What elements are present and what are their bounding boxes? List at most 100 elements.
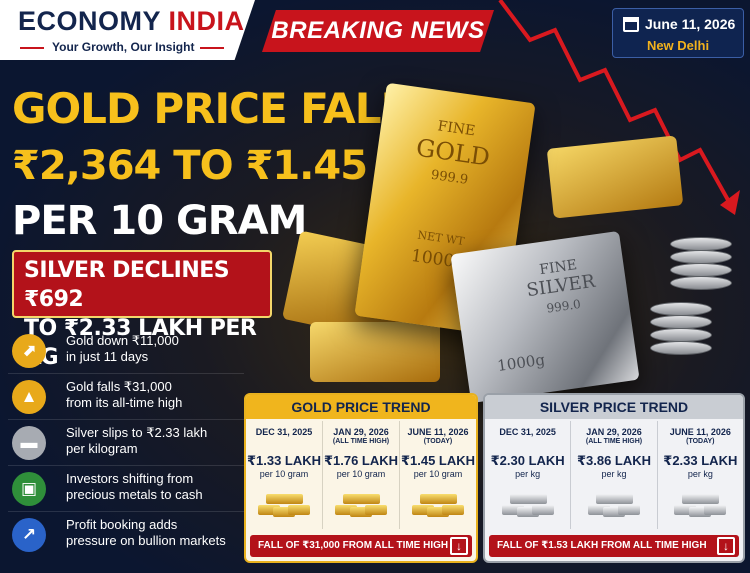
coin-stack-icon <box>650 315 712 329</box>
gold-ingots-icon <box>258 487 310 519</box>
point-line-1: Gold down ₹11,000 <box>66 333 179 348</box>
headline-line-1: GOLD PRICE FALLS <box>12 84 436 133</box>
point-text: Gold down ₹11,000 in just 11 days <box>66 333 179 365</box>
column-date: DEC 31, 2025 <box>255 427 313 437</box>
brand-name-first: ECONOMY <box>18 6 169 36</box>
key-points-list: ⬈ Gold down ₹11,000 in just 11 days ▲ Gol… <box>8 328 244 558</box>
point-line-1: Investors shifting from <box>66 471 194 486</box>
trend-column: DEC 31, 2025 ₹2.30 LAKH per kg <box>485 421 572 529</box>
column-unit: per kg <box>687 469 713 479</box>
column-unit: per 10 gram <box>336 469 386 479</box>
column-price: ₹1.76 LAKH <box>323 453 399 468</box>
point-line-1: Profit booking adds <box>66 517 178 532</box>
column-date: JAN 29, 2026 <box>333 427 389 437</box>
gold-fall-text: FALL OF ₹31,000 FROM ALL TIME HIGH <box>258 540 449 551</box>
silver-headline-line-1: SILVER DECLINES ₹692 <box>24 258 230 312</box>
trend-column: JUNE 11, 2026 (TODAY) ₹1.45 LAKH per 10 … <box>400 421 476 529</box>
silver-fall-banner: FALL OF ₹1.53 LAKH FROM ALL TIME HIGH ↓ <box>489 535 739 557</box>
column-note: (ALL TIME HIGH) <box>585 438 643 445</box>
mountain-peak-icon: ▲ <box>12 380 46 414</box>
gold-ingots-icon <box>412 487 464 519</box>
cash-icon: ▣ <box>12 472 46 506</box>
calendar-icon <box>623 17 639 32</box>
silver-ingots-icon <box>501 487 554 519</box>
column-date: JUNE 11, 2026 <box>407 427 469 437</box>
gold-price-trend-panel: GOLD PRICE TREND DEC 31, 2025 ₹1.33 LAKH… <box>244 393 478 563</box>
brand-name-second: INDIA <box>168 6 245 36</box>
chart-up-icon: ⬈ <box>12 334 46 368</box>
column-note: (TODAY) <box>686 438 715 445</box>
point-text: Profit booking adds pressure on bullion m… <box>66 517 226 549</box>
silver-price-trend-panel: SILVER PRICE TREND DEC 31, 2025 ₹2.30 LA… <box>483 393 745 563</box>
trend-column: JAN 29, 2026 (ALL TIME HIGH) ₹3.86 LAKH … <box>571 421 658 529</box>
gold-bar-image <box>310 322 440 382</box>
declining-trend-line-icon <box>498 0 740 215</box>
point-text: Gold falls ₹31,000 from its all-time high <box>66 379 182 411</box>
column-price: ₹2.30 LAKH <box>490 453 565 468</box>
point-line-1: Gold falls ₹31,000 <box>66 379 172 394</box>
column-note: (TODAY) <box>423 438 453 445</box>
coin-stack-icon <box>670 250 732 264</box>
brand-banner: ECONOMY INDIA Your Growth, Our Insight <box>0 0 255 60</box>
column-unit: per 10 gram <box>259 469 309 479</box>
point-line-2: per kilogram <box>66 441 138 456</box>
bullion-illustration: FINE GOLD 999.9 NET WT 1000g FINE SILVER… <box>250 62 750 404</box>
point-line-2: in just 11 days <box>66 349 149 364</box>
coin-stack-icon <box>670 263 732 277</box>
point-text: Silver slips to ₹2.33 lakh per kilogram <box>66 425 207 457</box>
gold-trend-columns: DEC 31, 2025 ₹1.33 LAKH per 10 gram JAN … <box>246 421 476 529</box>
silver-trend-title: SILVER PRICE TREND <box>485 395 743 419</box>
point-line-2: pressure on bullion markets <box>66 533 226 548</box>
list-item: ▬ Silver slips to ₹2.33 lakh per kilogram <box>8 420 244 466</box>
gold-bar-image <box>546 135 684 219</box>
tagline-divider <box>200 47 224 49</box>
trend-column: JAN 29, 2026 (ALL TIME HIGH) ₹1.76 LAKH … <box>323 421 400 529</box>
coin-stack-icon <box>650 328 712 342</box>
point-text: Investors shifting from precious metals t… <box>66 471 203 503</box>
coin-stack-icon <box>650 302 712 316</box>
trend-column: JUNE 11, 2026 (TODAY) ₹2.33 LAKH per kg <box>658 421 743 529</box>
silver-trend-columns: DEC 31, 2025 ₹2.30 LAKH per kg JAN 29, 2… <box>485 421 743 529</box>
down-arrow-icon: ↓ <box>450 537 468 555</box>
column-unit: per 10 gram <box>413 469 463 479</box>
column-date: JUNE 11, 2026 <box>669 427 731 437</box>
list-item: ↗ Profit booking adds pressure on bullion… <box>8 512 244 558</box>
trend-up-icon: ↗ <box>12 518 46 552</box>
point-line-2: from its all-time high <box>66 395 183 410</box>
point-line-1: Silver slips to ₹2.33 lakh <box>66 425 208 440</box>
column-note: (ALL TIME HIGH) <box>332 438 390 445</box>
column-date: JAN 29, 2026 <box>586 427 642 437</box>
point-line-2: precious metals to cash <box>66 487 203 502</box>
coin-stack-icon <box>650 341 712 355</box>
dateline-box: June 11, 2026 New Delhi <box>612 8 744 58</box>
brand-tagline: Your Growth, Our Insight <box>52 40 195 54</box>
gold-trend-title: GOLD PRICE TREND <box>246 395 476 419</box>
trend-column: DEC 31, 2025 ₹1.33 LAKH per 10 gram <box>246 421 323 529</box>
silver-bar-engraving: 1000g <box>496 350 547 376</box>
silver-bar-main: FINE SILVER 999.0 1000g <box>450 230 640 404</box>
headline-line-3: PER 10 GRAM <box>12 198 307 244</box>
dateline-date: June 11, 2026 <box>645 16 736 32</box>
list-item: ⬈ Gold down ₹11,000 in just 11 days <box>8 328 244 374</box>
column-price: ₹2.33 LAKH <box>663 453 738 468</box>
column-unit: per kg <box>601 469 627 479</box>
down-arrow-icon: ↓ <box>717 537 735 555</box>
brand-logo: ECONOMY INDIA <box>18 6 245 37</box>
tagline-divider <box>20 47 44 49</box>
silver-ingots-icon <box>587 487 640 519</box>
gold-fall-banner: FALL OF ₹31,000 FROM ALL TIME HIGH ↓ <box>250 535 472 557</box>
coin-stack-icon <box>670 237 732 251</box>
coin-stack-icon <box>670 276 732 290</box>
silver-headline-box: SILVER DECLINES ₹692 TO ₹2.33 LAKH PER K… <box>12 250 272 370</box>
gold-ingots-icon <box>335 487 387 519</box>
silver-fall-text: FALL OF ₹1.53 LAKH FROM ALL TIME HIGH <box>497 540 707 551</box>
list-item: ▣ Investors shifting from precious metals… <box>8 466 244 512</box>
column-price: ₹1.33 LAKH <box>246 453 322 468</box>
silver-ingots-icon <box>674 487 727 519</box>
column-price: ₹3.86 LAKH <box>576 453 652 468</box>
column-date: DEC 31, 2025 <box>499 427 556 437</box>
breaking-news-banner: BREAKING NEWS <box>262 10 494 52</box>
dateline-city: New Delhi <box>646 38 710 53</box>
silver-bars-icon: ▬ <box>12 426 46 460</box>
column-unit: per kg <box>515 469 541 479</box>
